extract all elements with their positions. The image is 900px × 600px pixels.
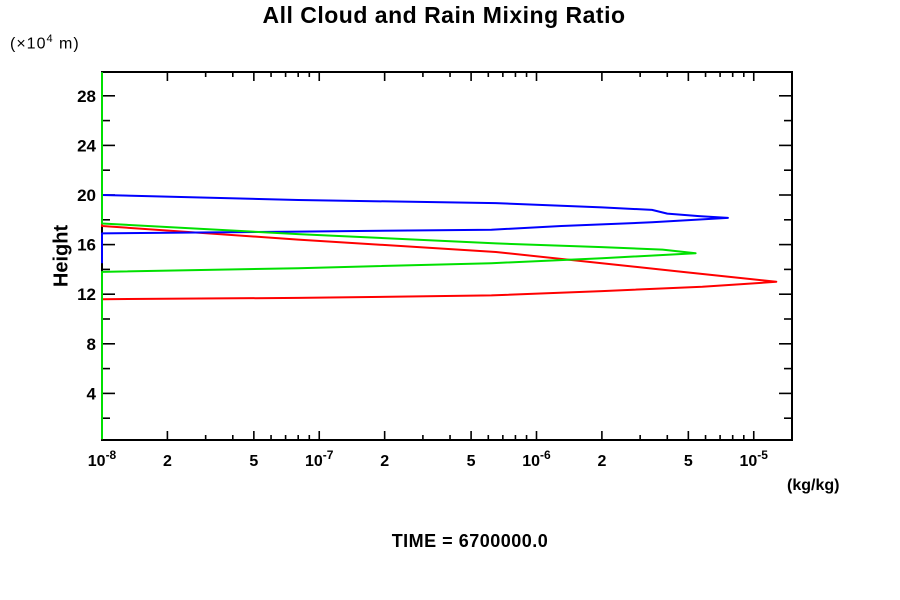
y-unit-exponent: 4 [46,33,54,45]
svg-text:2: 2 [163,453,172,470]
green-curve [101,72,697,440]
svg-text:16: 16 [77,236,96,255]
svg-text:20: 20 [77,186,96,205]
svg-text:5: 5 [684,453,693,470]
svg-text:10-6: 10-6 [522,448,551,470]
svg-text:28: 28 [77,87,96,106]
x-axis-tick-labels: 10-8 2 5 10-7 2 5 10-6 2 5 10-5 [88,448,769,470]
axis-frame [101,71,793,441]
red-curve [101,72,778,440]
y-unit-suffix: m) [53,35,80,53]
y-axis-ticks [102,95,792,420]
svg-text:4: 4 [87,384,97,403]
time-label: TIME = 6700000.0 [391,531,549,551]
svg-text:5: 5 [249,453,258,470]
x-axis-ticks [101,72,755,440]
svg-text:10-5: 10-5 [740,448,769,470]
x-axis-unit-label: (kg/kg) [787,477,840,494]
svg-text:2: 2 [597,453,606,470]
blue-curve [101,72,729,264]
svg-text:5: 5 [467,453,476,470]
svg-text:2: 2 [380,453,389,470]
svg-text:10-8: 10-8 [88,448,117,470]
svg-text:8: 8 [87,335,96,354]
chart-title: All Cloud and Rain Mixing Ratio [262,2,626,28]
y-axis-unit-label: (×104 m) [10,33,80,53]
y-unit-prefix: (×10 [10,35,47,53]
svg-text:10-7: 10-7 [305,448,334,470]
y-axis-tick-labels: 4 8 12 16 20 24 28 [77,87,96,404]
svg-text:24: 24 [77,136,96,155]
svg-text:12: 12 [77,285,96,304]
